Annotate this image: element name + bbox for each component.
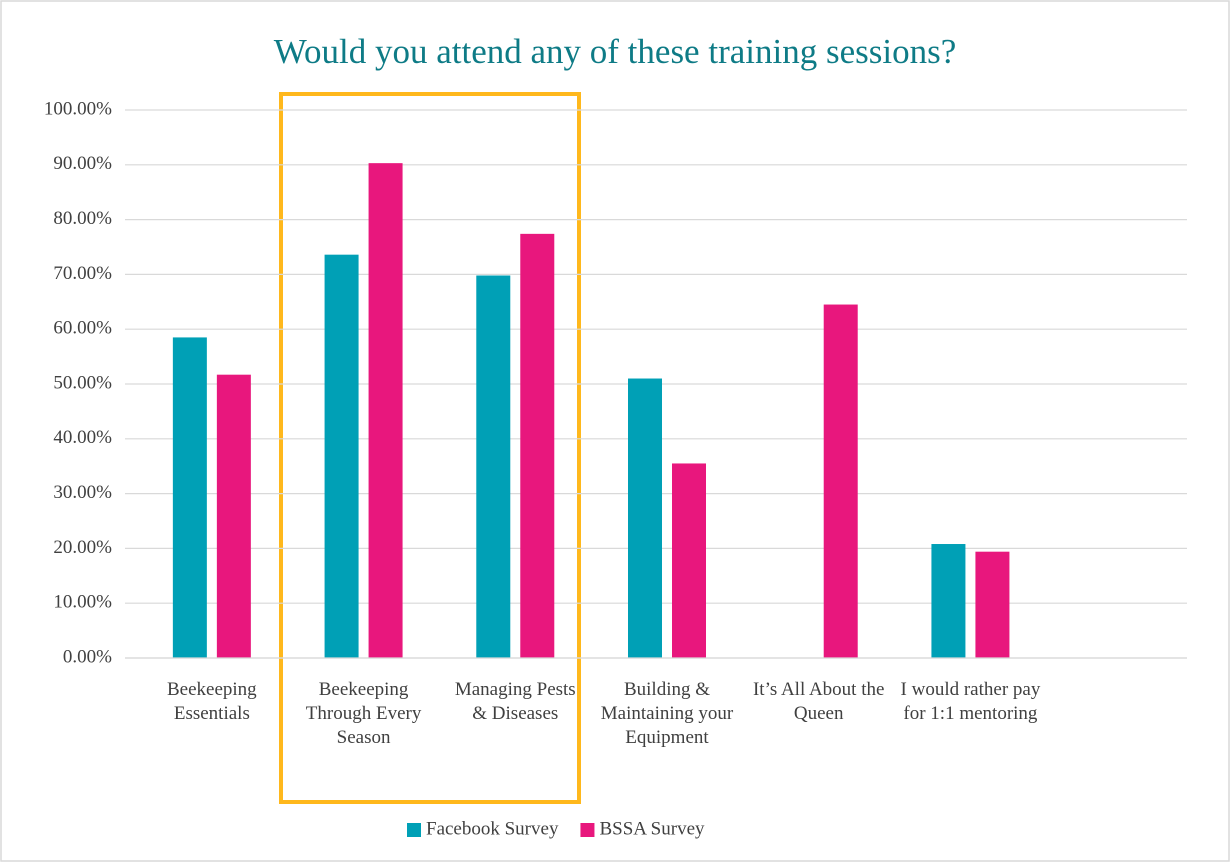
x-tick-label: Beekeeping Through Every Season (305, 679, 422, 748)
x-tick-label: Beekeeping Essentials (167, 679, 257, 724)
bar (520, 233, 555, 658)
y-tick-label: 0.00% (63, 646, 112, 667)
highlight-box (279, 92, 581, 804)
bar (172, 337, 207, 658)
y-tick-label: 80.00% (53, 208, 112, 229)
bar (823, 304, 858, 658)
x-tick-label: Building & Maintaining your Equipment (600, 679, 734, 748)
bar (975, 551, 1010, 658)
legend-swatch (407, 823, 421, 837)
legend-label: BSSA Survey (599, 818, 705, 839)
bar (216, 374, 251, 658)
y-tick-label: 60.00% (53, 318, 112, 339)
bar (324, 254, 359, 658)
y-tick-label: 20.00% (53, 537, 112, 558)
bar (628, 378, 662, 658)
y-tick-label: 10.00% (53, 592, 112, 613)
y-tick-label: 50.00% (53, 372, 112, 393)
legend-swatch (580, 823, 595, 837)
x-tick-label: Managing Pests & Diseases (454, 679, 576, 724)
bar (672, 463, 706, 658)
x-tick-label: It’s All About the Queen (752, 679, 885, 724)
bar (368, 163, 403, 658)
legend-label: Facebook Survey (426, 818, 559, 839)
bar (931, 544, 966, 658)
y-tick-label: 90.00% (53, 153, 112, 174)
y-tick-label: 40.00% (53, 427, 112, 448)
bar (476, 275, 511, 658)
x-tick-label: I would rather pay for 1:1 mentoring (900, 679, 1041, 724)
y-tick-label: 70.00% (53, 263, 112, 284)
y-tick-label: 30.00% (53, 482, 112, 503)
y-tick-label: 100.00% (44, 98, 112, 119)
chart-title: Would you attend any of these training s… (274, 32, 956, 71)
